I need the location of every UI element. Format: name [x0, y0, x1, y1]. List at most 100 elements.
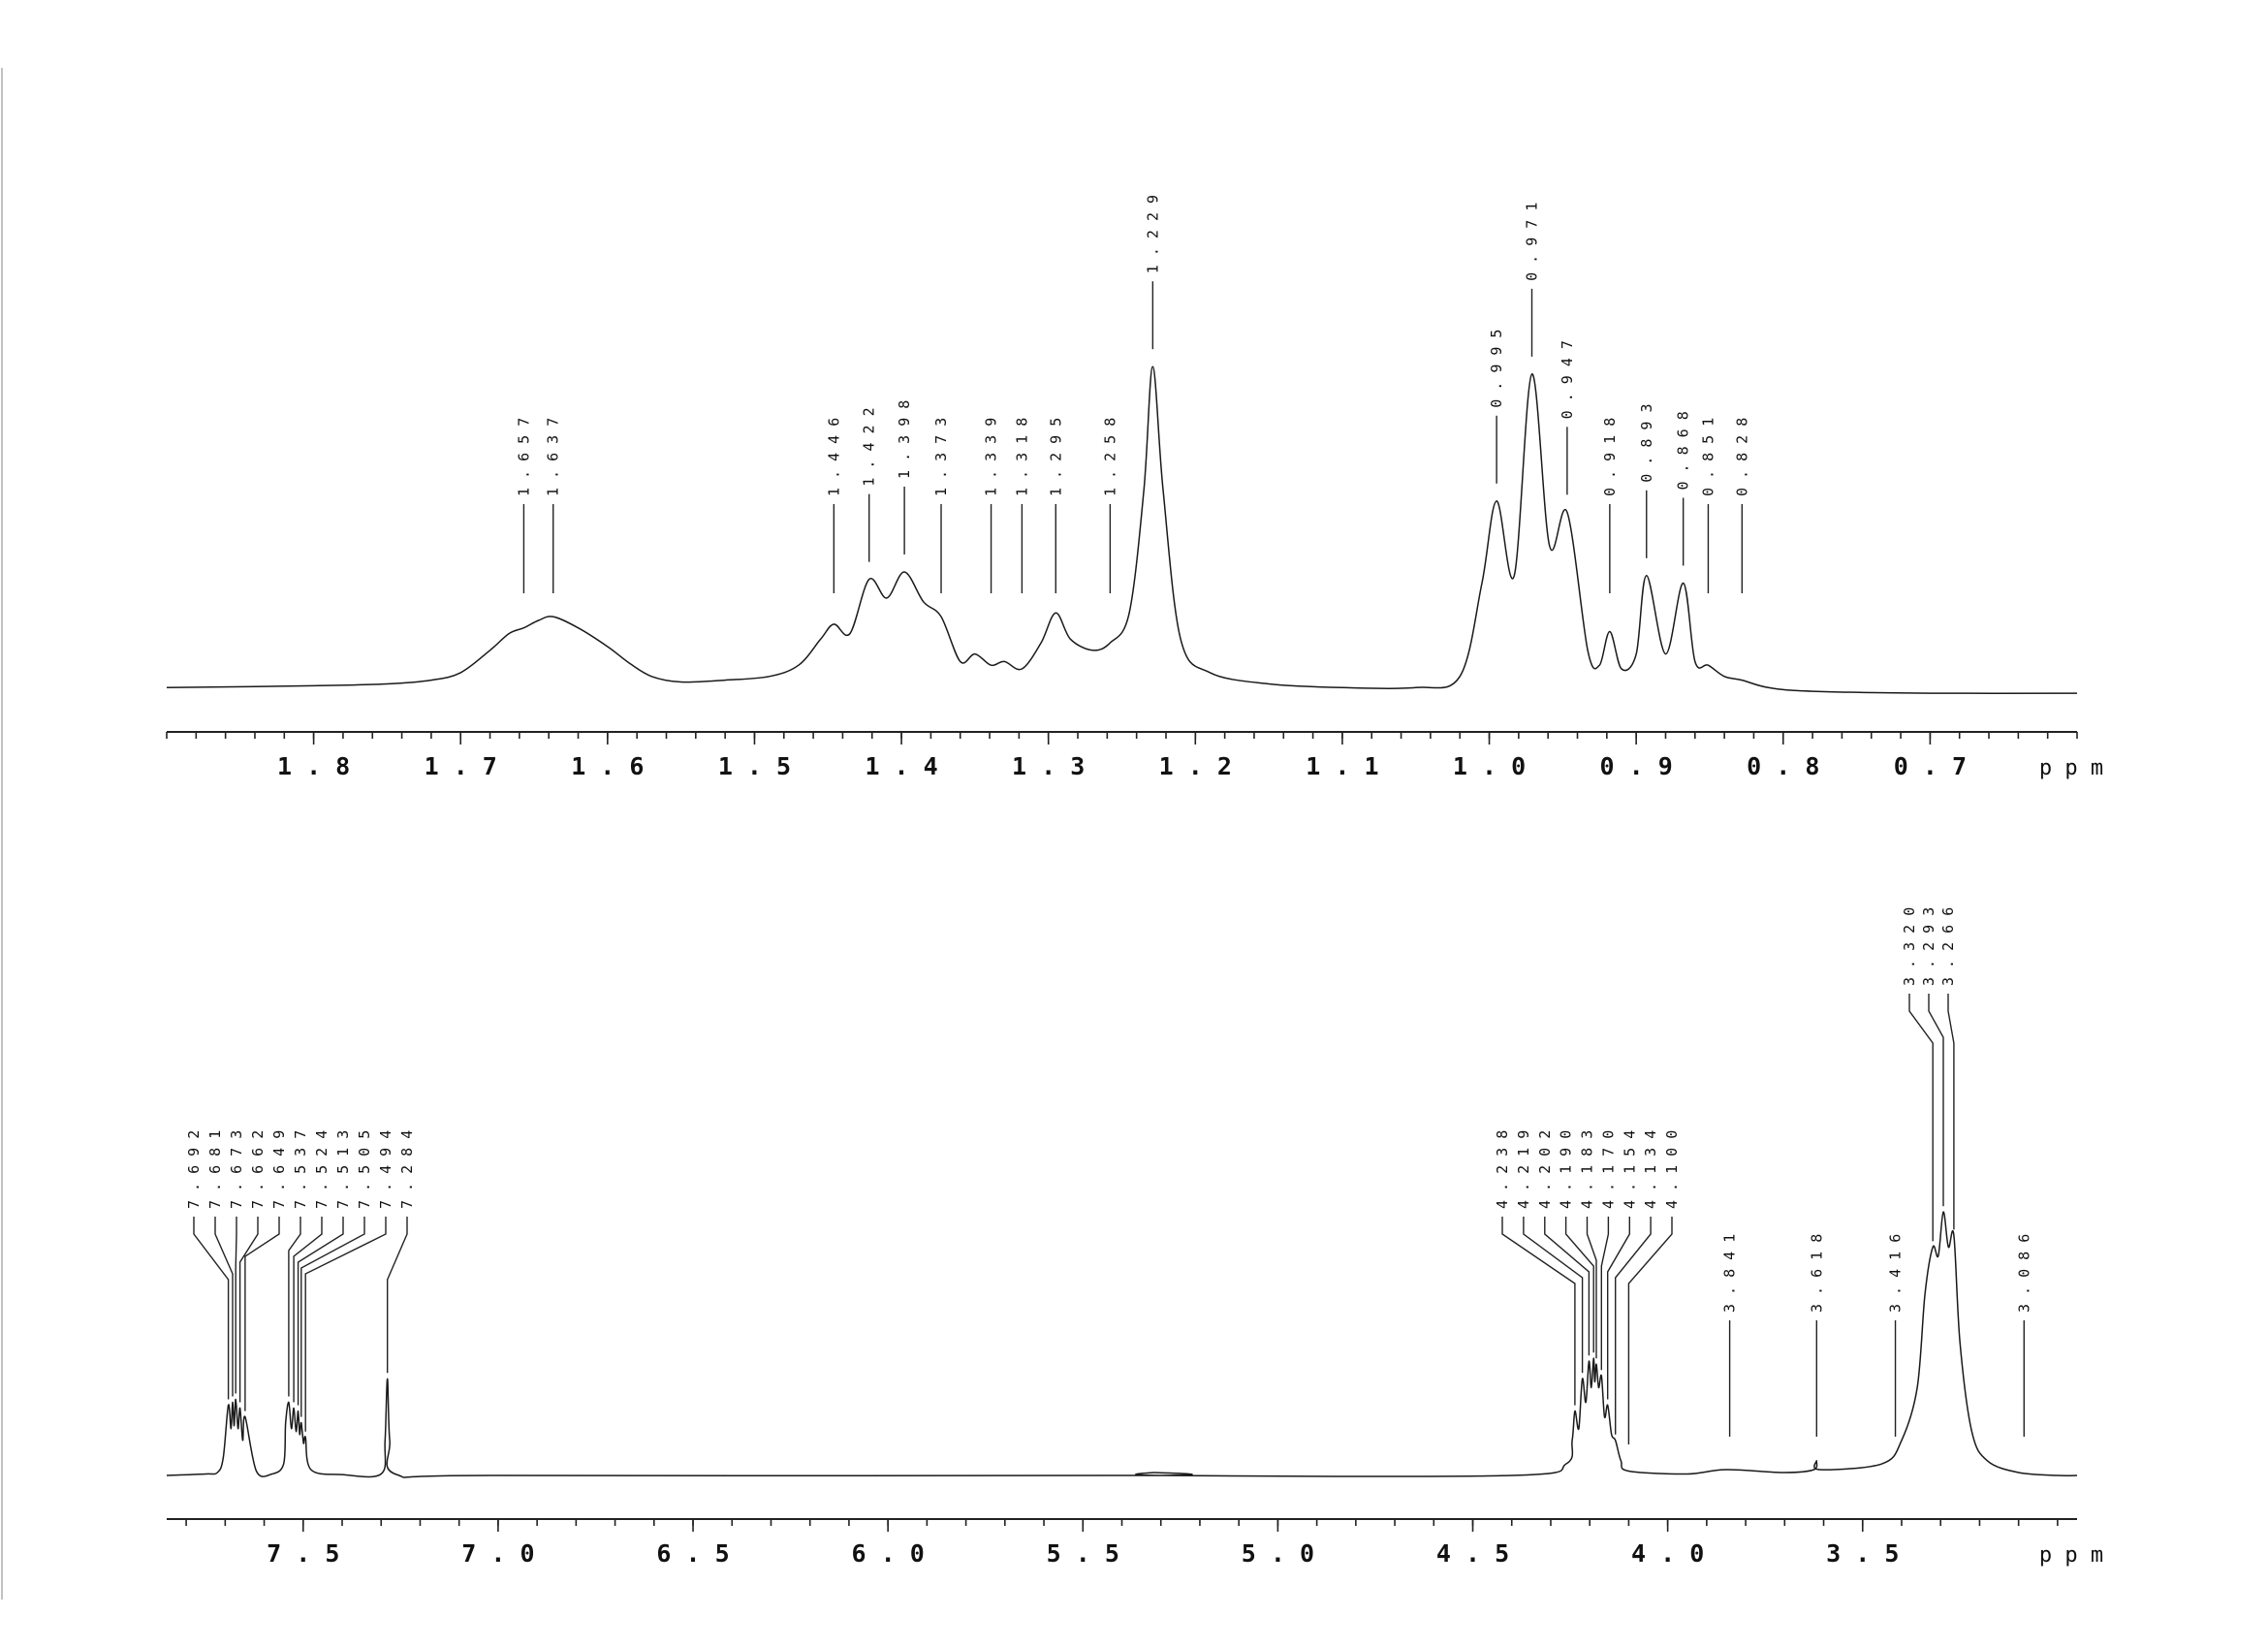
peak-label: 1 . 6 3 7 — [545, 418, 562, 496]
peak-label: 1 . 2 5 8 — [1101, 418, 1118, 496]
peak-label: 3 . 2 6 6 — [1939, 907, 1957, 986]
peak-leader-line — [1615, 1217, 1652, 1435]
peak-label: 3 . 6 1 8 — [1808, 1234, 1825, 1313]
peak-label: 7 . 5 0 5 — [356, 1130, 373, 1209]
tick-label: 1 . 3 — [1012, 752, 1085, 780]
peak-label: 4 . 1 3 4 — [1642, 1130, 1659, 1209]
peak-label: 7 . 5 1 3 — [334, 1130, 352, 1209]
peak-leader-line — [214, 1217, 234, 1397]
peak-label: 7 . 6 9 2 — [185, 1130, 203, 1209]
peak-label: 0 . 9 9 5 — [1488, 330, 1505, 408]
peak-leader-line — [244, 1217, 280, 1411]
peak-label: 4 . 2 3 8 — [1494, 1130, 1511, 1209]
tick-label: 0 . 8 — [1747, 752, 1819, 780]
peak-label: 0 . 8 6 8 — [1675, 411, 1692, 490]
peak-leader-line — [297, 1217, 344, 1406]
peak-label: 0 . 9 1 8 — [1601, 418, 1619, 496]
tick-label: 5 . 0 — [1242, 1539, 1314, 1568]
peak-leader-line — [1947, 994, 1955, 1230]
peak-label: 3 . 4 1 6 — [1887, 1234, 1905, 1313]
tick-label: 4 . 5 — [1436, 1539, 1509, 1568]
tick-label: 7 . 0 — [461, 1539, 534, 1568]
upper-peak-label-group: 1 . 6 5 7 1 . 6 3 7 1 . 4 4 6 1 . 4 2 2 1 . … — [515, 195, 1750, 593]
peak-label: 1 . 2 9 5 — [1047, 418, 1064, 496]
peak-leader-line — [1544, 1217, 1591, 1356]
peak-label: 3 . 2 9 3 — [1920, 907, 1937, 986]
peak-label: 0 . 8 2 8 — [1733, 418, 1750, 496]
tick-label: 7 . 5 — [267, 1539, 339, 1568]
peak-leader-line — [288, 1217, 301, 1397]
tick-label: 5 . 5 — [1047, 1539, 1119, 1568]
tick-label: 0 . 7 — [1894, 752, 1967, 780]
peak-label: 4 . 2 1 9 — [1515, 1130, 1532, 1209]
upper-ppm-axis: 1 . 8 1 . 7 1 . 6 1 . 5 1 . 4 1 . 3 1 . 2 1 . 1… — [166, 731, 2103, 780]
peak-label: 7 . 2 8 4 — [398, 1130, 416, 1209]
peak-leader-line — [1908, 994, 1934, 1242]
tick-label: 1 . 7 — [425, 752, 497, 780]
peak-label: 4 . 1 0 0 — [1663, 1130, 1681, 1209]
axis-unit-label: p p m — [2039, 1543, 2103, 1568]
peak-leader-line — [1928, 994, 1944, 1207]
upper-spectrum-panel: 1 . 6 5 7 1 . 6 3 7 1 . 4 4 6 1 . 4 2 2 1 . … — [166, 195, 2103, 780]
peak-label: 7 . 5 3 7 — [292, 1130, 309, 1209]
peak-leader-line — [238, 1217, 259, 1403]
peak-leader-line — [1627, 1217, 1673, 1444]
peak-label: 1 . 2 2 9 — [1144, 195, 1161, 273]
peak-label: 1 . 6 5 7 — [515, 418, 532, 496]
peak-leader-line — [1600, 1217, 1610, 1371]
peak-label: 7 . 6 6 2 — [249, 1130, 267, 1209]
tick-label: 6 . 0 — [852, 1539, 925, 1568]
upper-spectrum-trace — [166, 365, 2078, 694]
tick-label: 1 . 6 — [571, 752, 644, 780]
tick-label: 1 . 2 — [1159, 752, 1232, 780]
peak-label: 4 . 1 7 0 — [1599, 1130, 1617, 1209]
peak-label: 4 . 1 8 3 — [1579, 1130, 1596, 1209]
lower-ppm-axis: 7 . 5 7 . 0 6 . 5 6 . 0 5 . 5 5 . 0 4 . 5 4 . 0… — [167, 1518, 2103, 1568]
tick-label: 4 . 0 — [1631, 1539, 1704, 1568]
peak-label: 7 . 5 2 4 — [313, 1130, 331, 1209]
peak-leader-line — [1607, 1217, 1630, 1400]
peak-label: 7 . 6 4 9 — [270, 1130, 288, 1209]
peak-label: 0 . 8 5 1 — [1699, 418, 1717, 496]
peak-label: 1 . 3 1 8 — [1013, 418, 1030, 496]
lower-spectrum-trace — [166, 1211, 2078, 1478]
peak-label: 0 . 8 9 3 — [1638, 404, 1655, 483]
peak-label: 0 . 9 7 1 — [1524, 203, 1541, 281]
peak-label: 7 . 6 8 1 — [206, 1130, 224, 1209]
peak-label: 1 . 3 3 9 — [983, 418, 1000, 496]
peak-label: 4 . 1 9 0 — [1558, 1130, 1575, 1209]
peak-leader-line — [1586, 1217, 1597, 1359]
peak-label: 3 . 0 8 6 — [2015, 1234, 2032, 1313]
peak-label: 1 . 4 4 6 — [825, 418, 842, 496]
peak-leader-line — [387, 1217, 408, 1374]
peak-label: 1 . 4 2 2 — [861, 407, 878, 486]
axis-unit-label: p p m — [2039, 756, 2103, 780]
peak-label: 4 . 2 0 2 — [1536, 1130, 1554, 1209]
peak-leader-line — [1501, 1217, 1576, 1406]
tick-label: 0 . 9 — [1600, 752, 1673, 780]
peak-label: 7 . 6 7 3 — [228, 1130, 245, 1209]
tick-label: 3 . 5 — [1826, 1539, 1899, 1568]
tick-label: 1 . 1 — [1306, 752, 1378, 780]
peak-label: 3 . 3 2 0 — [1901, 907, 1918, 986]
peak-leader-line — [293, 1217, 323, 1403]
peak-leader-line — [1523, 1217, 1584, 1374]
tick-label: 1 . 5 — [718, 752, 791, 780]
tick-label: 1 . 0 — [1453, 752, 1526, 780]
peak-label: 3 . 8 4 1 — [1721, 1234, 1739, 1313]
tick-label: 6 . 5 — [656, 1539, 729, 1568]
tick-label: 1 . 8 — [277, 752, 350, 780]
tick-label: 1 . 4 — [865, 752, 937, 780]
peak-label: 0 . 9 4 7 — [1559, 340, 1576, 419]
peak-leader-line — [300, 1217, 365, 1417]
peak-label: 1 . 3 9 8 — [896, 400, 913, 479]
peak-label: 1 . 3 7 3 — [932, 418, 950, 496]
peak-leader-line — [304, 1217, 387, 1432]
peak-label: 7 . 4 9 4 — [377, 1130, 394, 1209]
peak-leader-line — [1564, 1217, 1594, 1353]
peak-label: 4 . 1 5 4 — [1621, 1130, 1638, 1209]
peak-leader-line — [193, 1217, 230, 1400]
